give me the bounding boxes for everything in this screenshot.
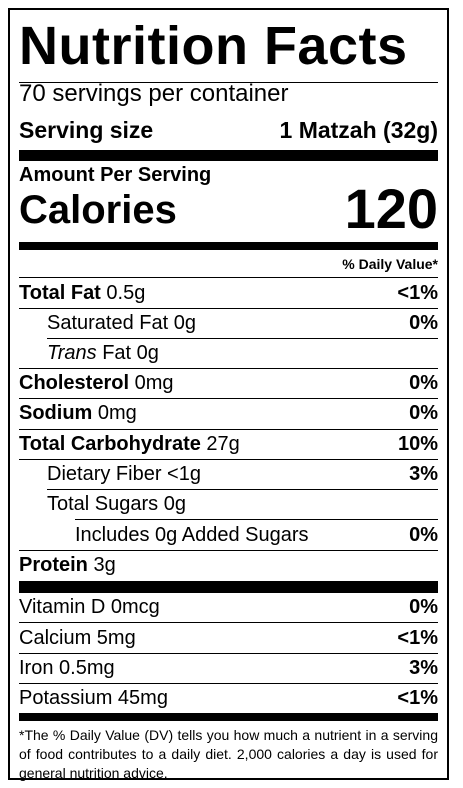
divider [19, 308, 438, 309]
nutrient-amount: 27g [200, 433, 240, 455]
vitamin-row-calcium: Calcium 5mg <1% [19, 623, 438, 653]
divider [19, 277, 438, 278]
divider [47, 489, 438, 490]
nutrient-amount: 0.5g [100, 282, 146, 304]
divider [19, 82, 438, 83]
label-title: Nutrition Facts [19, 16, 408, 76]
vitamin-dv: 3% [409, 657, 438, 679]
divider [19, 622, 438, 623]
daily-value-header: % Daily Value* [342, 256, 438, 272]
divider [19, 398, 438, 399]
nutrient-amount: 3g [87, 554, 116, 576]
serving-size-row: Serving size 1 Matzah (32g) [19, 113, 438, 147]
nutrient-row-trans-fat: Trans Fat 0g [19, 338, 438, 368]
nutrient-name: Includes 0g Added Sugars [75, 524, 309, 546]
nutrient-name: Fat 0g [96, 342, 159, 364]
nutrient-name: Dietary Fiber <1g [47, 463, 201, 485]
nutrient-dv: 3% [409, 463, 438, 485]
calories-label: Calories [19, 188, 177, 232]
nutrient-amount: 0mg [92, 402, 137, 424]
vitamin-name: Calcium 5mg [19, 627, 136, 649]
nutrient-amount: 0mg [129, 372, 174, 394]
nutrient-name: Total Fat [19, 282, 101, 304]
vitamin-row-vitamin-d: Vitamin D 0mcg 0% [19, 592, 438, 622]
nutrient-name-italic: Trans [47, 342, 97, 364]
nutrient-row-total-sugars: Total Sugars 0g [19, 489, 438, 519]
nutrient-row-cholesterol: Cholesterol 0mg 0% [19, 368, 438, 398]
vitamin-name: Vitamin D 0mcg [19, 596, 160, 618]
nutrient-row-sodium: Sodium 0mg 0% [19, 398, 438, 428]
nutrient-dv: 0% [409, 402, 438, 424]
amount-per-serving: Amount Per Serving [19, 164, 212, 186]
servings-per-container: 70 servings per container [19, 80, 289, 107]
nutrient-dv: <1% [397, 282, 438, 304]
vitamin-name: Potassium 45mg [19, 687, 168, 709]
divider [19, 653, 438, 654]
nutrient-row-saturated-fat: Saturated Fat 0g 0% [19, 308, 438, 338]
vitamin-name: Iron 0.5mg [19, 657, 115, 679]
daily-value-footnote: *The % Daily Value (DV) tells you how mu… [19, 727, 438, 781]
nutrient-row-total-carbohydrate: Total Carbohydrate 27g 10% [19, 429, 438, 459]
divider [19, 550, 438, 551]
divider [75, 519, 438, 520]
nutrition-facts-label: Nutrition Facts 70 servings per containe… [8, 8, 449, 781]
nutrient-name: Total Sugars 0g [47, 493, 186, 515]
nutrient-row-dietary-fiber: Dietary Fiber <1g 3% [19, 459, 438, 489]
medium-divider [19, 242, 438, 250]
thick-divider [19, 150, 438, 161]
divider [19, 429, 438, 430]
calories-value: 120 [344, 177, 438, 240]
divider [47, 338, 438, 339]
divider [19, 368, 438, 369]
nutrient-dv: 0% [409, 372, 438, 394]
nutrient-dv: 0% [409, 524, 438, 546]
nutrient-dv: 0% [409, 312, 438, 334]
nutrient-name: Total Carbohydrate [19, 433, 201, 455]
nutrient-name: Cholesterol [19, 372, 130, 394]
nutrient-row-total-fat: Total Fat 0.5g <1% [19, 278, 438, 308]
serving-size-label: Serving size [19, 117, 154, 143]
vitamin-dv: <1% [397, 627, 438, 649]
vitamin-dv: 0% [409, 596, 438, 618]
nutrient-row-added-sugars: Includes 0g Added Sugars 0% [19, 520, 438, 550]
nutrient-name: Sodium [19, 402, 93, 424]
divider [19, 683, 438, 684]
thick-divider [19, 581, 438, 593]
vitamin-row-potassium: Potassium 45mg <1% [19, 683, 438, 713]
medium-divider [19, 713, 438, 721]
nutrient-name: Protein [19, 554, 88, 576]
serving-size-value: 1 Matzah (32g) [279, 117, 438, 143]
divider [19, 459, 438, 460]
nutrient-name: Saturated Fat 0g [47, 312, 196, 334]
vitamin-dv: <1% [397, 687, 438, 709]
nutrient-dv: 10% [397, 433, 438, 455]
nutrient-row-protein: Protein 3g [19, 550, 438, 580]
vitamin-row-iron: Iron 0.5mg 3% [19, 653, 438, 683]
